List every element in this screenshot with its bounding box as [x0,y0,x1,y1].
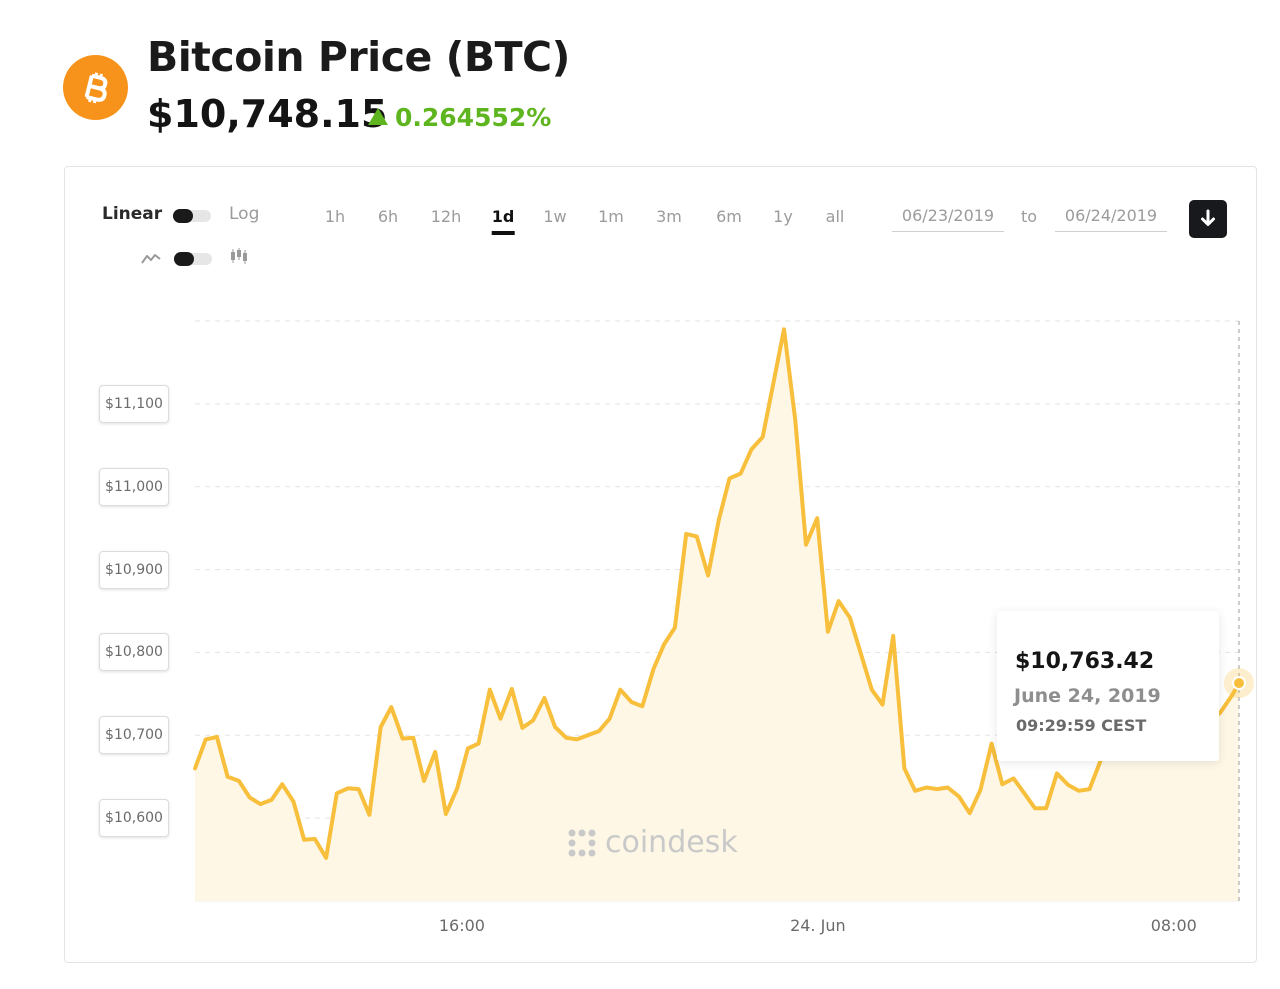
scale-linear-label[interactable]: Linear [102,204,163,224]
price-chart [193,320,1254,902]
timeframe-tab-1m[interactable]: 1m [598,207,624,226]
download-button[interactable] [1189,200,1227,238]
chart-panel: Linear Log 1h 6h 12h 1d 1w 1m 3m 6m 1y all 06/23/… [64,166,1257,963]
timeframe-tab-1d[interactable]: 1d [491,207,515,235]
timeframe-tab-12h[interactable]: 12h [430,207,462,226]
date-to-field[interactable]: 06/24/2019 [1055,206,1167,232]
scale-log-label[interactable]: Log [229,204,260,224]
coindesk-logo-icon [568,829,596,856]
timeframe-tab-1h[interactable]: 1h [324,207,346,226]
price-change-value: 0.264552% [395,103,552,132]
tooltip-price: $10,763.42 [1015,649,1155,674]
coindesk-watermark: coindesk [567,825,738,860]
price-line [193,327,1241,860]
candlestick-icon[interactable] [229,247,249,265]
date-to-label: to [1021,207,1038,226]
x-tick-label: 24. Jun [790,916,846,935]
y-tick-label: $10,900 [99,550,169,589]
scale-toggle[interactable] [173,209,211,223]
watermark-text: coindesk [605,825,738,860]
bitcoin-icon [84,71,107,103]
x-tick-label: 16:00 [438,916,485,935]
tooltip-time: 09:29:59 CEST [1016,716,1147,735]
y-tick-label: $11,100 [99,384,169,423]
y-tick-label: $10,600 [99,799,169,838]
timeframe-tab-6h[interactable]: 6h [377,207,399,226]
price-area [195,329,1239,901]
x-tick-label: 08:00 [1150,916,1197,935]
price-change: 0.264552% [368,103,551,132]
y-tick-label: $11,000 [99,467,169,506]
line-chart-icon[interactable] [141,251,161,265]
arrow-up-icon [368,108,388,125]
timeframe-tab-1y[interactable]: 1y [773,207,793,226]
bitcoin-logo [63,55,128,120]
price-tooltip: $10,763.42 June 24, 2019 09:29:59 CEST [997,611,1219,761]
current-price: $10,748.15 [147,92,388,136]
chart-type-toggle[interactable] [174,252,212,266]
y-tick-label: $10,700 [99,716,169,755]
timeframe-tab-6m[interactable]: 6m [716,207,742,226]
timeframe-tab-1w[interactable]: 1w [543,207,567,226]
page-title: Bitcoin Price (BTC) [147,33,570,81]
hover-point [1232,676,1246,691]
timeframe-tab-3m[interactable]: 3m [656,207,682,226]
tooltip-date: June 24, 2019 [1014,685,1161,707]
download-icon [1201,209,1215,226]
date-from-field[interactable]: 06/23/2019 [892,206,1004,232]
timeframe-tab-all[interactable]: all [825,207,845,226]
y-tick-label: $10,800 [99,633,169,672]
